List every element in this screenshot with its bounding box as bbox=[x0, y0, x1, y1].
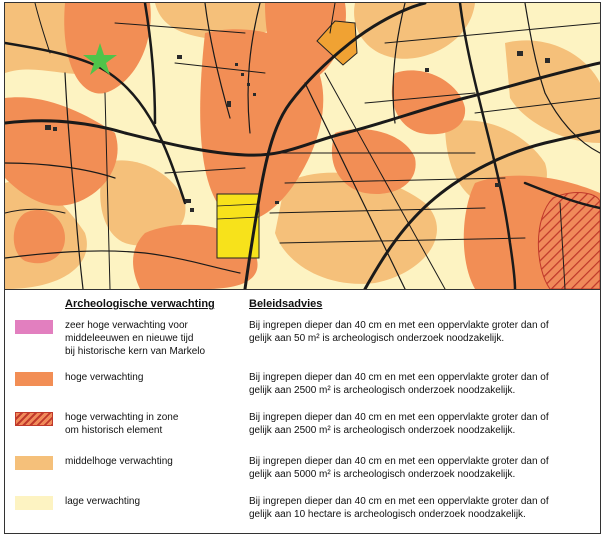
legend: Archeologische verwachting Beleidsadvies… bbox=[5, 290, 600, 533]
legend-row: hoge verwachting Bij ingrepen dieper dan… bbox=[5, 372, 600, 412]
legend-label: zeer hoge verwachting voor middeleeuwen … bbox=[65, 320, 206, 357]
legend-swatch-hoog-historisch bbox=[15, 412, 53, 426]
legend-label: middelhoge verwachting bbox=[65, 456, 173, 467]
legend-advice: Bij ingrepen dieper dan 40 cm en met een… bbox=[249, 496, 549, 520]
legend-label: lage verwachting bbox=[65, 496, 141, 507]
zone-hoog-historisch bbox=[537, 192, 600, 289]
legend-header-verwachting: Archeologische verwachting bbox=[65, 298, 215, 310]
map-figure: Archeologische verwachting Beleidsadvies… bbox=[4, 2, 601, 534]
buildings bbox=[45, 51, 550, 212]
legend-label: hoge verwachting bbox=[65, 372, 144, 383]
legend-row: middelhoge verwachting Bij ingrepen diep… bbox=[5, 456, 600, 496]
legend-swatch-middelhoog bbox=[15, 456, 53, 470]
roads bbox=[5, 3, 600, 289]
legend-swatch-laag bbox=[15, 496, 53, 510]
legend-header-beleidsadvies: Beleidsadvies bbox=[249, 298, 323, 310]
map-area bbox=[5, 3, 600, 290]
legend-label: hoge verwachting in zone om historisch e… bbox=[65, 412, 179, 436]
star-icon bbox=[83, 43, 117, 75]
legend-swatch-zeer-hoog bbox=[15, 320, 53, 334]
legend-swatch-hoog bbox=[15, 372, 53, 386]
legend-advice: Bij ingrepen dieper dan 40 cm en met een… bbox=[249, 412, 549, 436]
yellow-feature bbox=[216, 193, 260, 259]
legend-advice: Bij ingrepen dieper dan 40 cm en met een… bbox=[249, 372, 549, 396]
legend-row: hoge verwachting in zone om historisch e… bbox=[5, 412, 600, 452]
legend-advice: Bij ingrepen dieper dan 40 cm en met een… bbox=[249, 320, 549, 344]
legend-advice: Bij ingrepen dieper dan 40 cm en met een… bbox=[249, 456, 549, 480]
legend-row: zeer hoge verwachting voor middeleeuwen … bbox=[5, 320, 600, 360]
legend-row: lage verwachting Bij ingrepen dieper dan… bbox=[5, 496, 600, 536]
map-canvas bbox=[5, 3, 600, 289]
